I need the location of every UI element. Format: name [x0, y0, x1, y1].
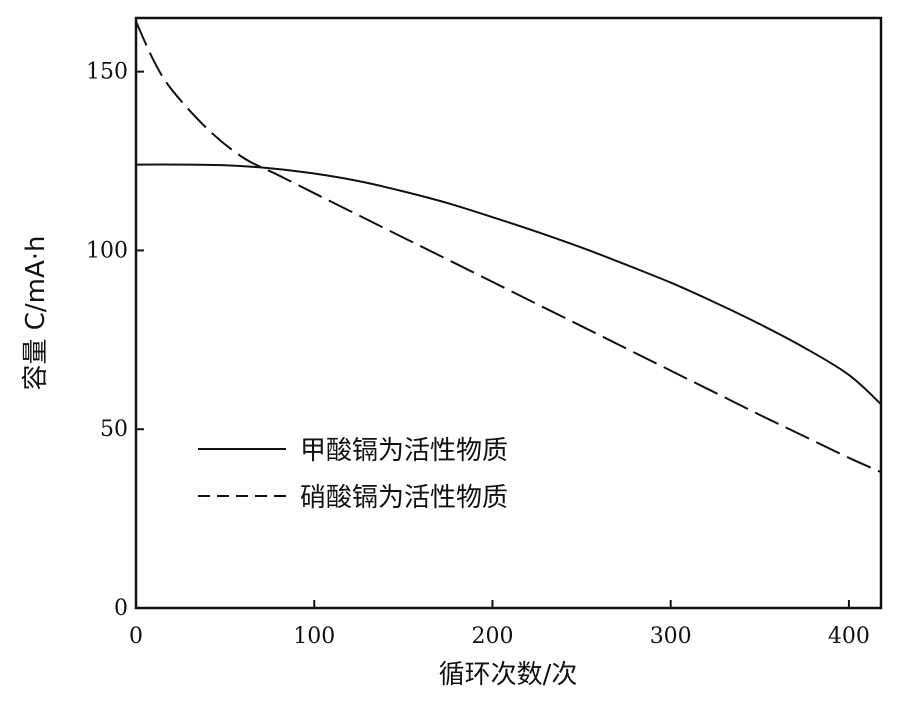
series-line-solid — [135, 163, 882, 405]
legend-label: 甲酸镉为活性物质 — [300, 436, 508, 466]
plot-frame — [134, 16, 883, 610]
x-tick-label: 100 — [293, 624, 335, 649]
y-axis-title: 容量 C/mA·h — [21, 235, 51, 390]
x-tick-label: 400 — [828, 624, 870, 649]
y-tick-label: 50 — [100, 417, 128, 442]
y-tick-label: 150 — [86, 60, 128, 85]
x-axis-title: 循环次数/次 — [439, 660, 578, 690]
y-axis-ticks: 0 50 100 150 — [86, 60, 144, 621]
x-tick-label: 300 — [650, 624, 692, 649]
legend-label: 硝酸镉为活性物质 — [300, 483, 508, 513]
y-tick-label: 0 — [114, 596, 128, 621]
x-tick-label: 0 — [129, 624, 143, 649]
y-tick-label: 100 — [86, 238, 128, 263]
x-axis-ticks: 0 100 200 300 400 — [129, 600, 870, 649]
series-layer — [135, 21, 882, 474]
x-tick-label: 200 — [471, 624, 513, 649]
series-line-dashed — [135, 21, 882, 474]
